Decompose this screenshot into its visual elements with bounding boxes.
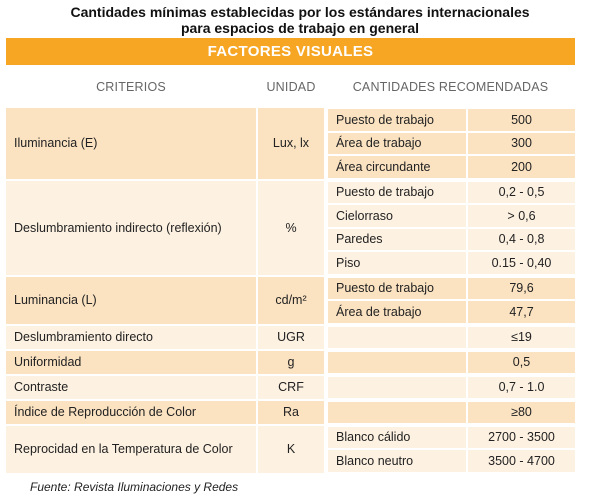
quantity-label-cell: Puesto de trabajo [328,181,466,203]
quantity-value-cell: 0,5 [468,351,575,373]
quantity-label-cell: Blanco cálido [328,426,466,448]
quantity-value-cell: 200 [468,156,575,178]
unit-cell: UGR [258,325,324,349]
quantity-value-cell: 0,7 - 1.0 [468,376,575,398]
quantity-value-cell: 47,7 [468,301,575,323]
section-banner: FACTORES VISUALES [6,38,575,65]
title-line-2: para espacios de trabajo en general [180,20,420,36]
criterion-cell: Uniformidad [6,350,256,374]
quantity-label-cell: Blanco neutro [328,450,466,472]
quantity-label-cell: Paredes [328,228,466,250]
source-note: Fuente: Revista Iluminaciones y Redes [30,480,239,494]
quantity-value-cell: ≥80 [468,401,575,423]
unit-cell: K [258,425,324,473]
criterion-cell: Deslumbramiento directo [6,325,256,349]
header-criterios: CRITERIOS [96,80,166,94]
unit-cell: % [258,180,324,275]
unit-cell: g [258,350,324,374]
quantity-value-cell: 0.15 - 0,40 [468,252,575,274]
quantity-label-cell: Piso [328,252,466,274]
quantity-value-cell: 500 [468,109,575,131]
quantity-label-cell: Puesto de trabajo [328,109,466,131]
document-title: Cantidades mínimas establecidas por los … [0,4,600,36]
quantity-label-cell: Cielorraso [328,205,466,227]
quantity-label-cell: Área de trabajo [328,132,466,154]
quantity-label-cell [328,326,466,348]
quantity-value-cell: 0,2 - 0,5 [468,181,575,203]
criterion-cell: Reprocidad en la Temperatura de Color [6,425,256,473]
unit-cell: CRF [258,375,324,399]
header-cantidades: CANTIDADES RECOMENDADAS [352,80,549,94]
quantity-value-cell: ≤19 [468,326,575,348]
unit-cell: cd/m² [258,276,324,324]
quantity-value-cell: 79,6 [468,277,575,299]
quantity-value-cell: 3500 - 4700 [468,450,575,472]
quantity-label-cell: Puesto de trabajo [328,277,466,299]
unit-cell: Lux, lx [258,108,324,179]
criterion-cell: Índice de Reproducción de Color [6,400,256,424]
quantity-value-cell: 0,4 - 0,8 [468,228,575,250]
quantity-value-cell: 2700 - 3500 [468,426,575,448]
quantity-value-cell: > 0,6 [468,205,575,227]
criterion-cell: Deslumbramiento indirecto (reflexión) [6,180,256,275]
criterion-cell: Iluminancia (E) [6,108,256,179]
quantity-label-cell: Área de trabajo [328,301,466,323]
quantity-label-cell [328,351,466,373]
criterion-cell: Luminancia (L) [6,276,256,324]
criterion-cell: Contraste [6,375,256,399]
quantity-label-cell [328,401,466,423]
quantity-label-cell [328,376,466,398]
quantity-value-cell: 300 [468,132,575,154]
header-unidad: UNIDAD [266,80,316,94]
quantity-label-cell: Área circundante [328,156,466,178]
unit-cell: Ra [258,400,324,424]
title-line-1: Cantidades mínimas establecidas por los … [70,4,530,20]
